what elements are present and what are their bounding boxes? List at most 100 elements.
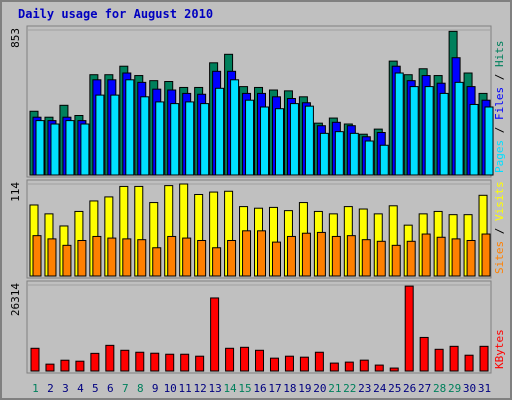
x-tick-label: 7 [122, 382, 129, 395]
legend-item: KBytes [493, 329, 506, 369]
bar [212, 247, 222, 277]
bar [197, 239, 207, 277]
x-tick-label: 10 [164, 382, 177, 395]
x-tick-label: 29 [448, 382, 461, 395]
bar [167, 235, 177, 277]
bar [439, 92, 449, 176]
bar [404, 285, 414, 372]
legend: KBytes [493, 329, 506, 369]
bar [406, 240, 416, 277]
bar [107, 237, 117, 277]
bar [481, 233, 491, 277]
bar [137, 239, 147, 277]
legend-separator: / [493, 67, 506, 87]
legend: Pages / Files / Hits [493, 41, 506, 174]
bar [269, 357, 279, 372]
x-tick-label: 20 [313, 382, 326, 395]
bar [125, 79, 135, 176]
x-tick-label: 13 [208, 382, 221, 395]
bar [165, 353, 175, 372]
bar [60, 359, 70, 372]
bar [349, 132, 359, 176]
x-tick-label: 16 [253, 382, 266, 395]
bar [47, 238, 57, 277]
bar [35, 120, 45, 176]
bar [374, 364, 384, 372]
bar [90, 352, 100, 372]
x-tick-label: 26 [403, 382, 416, 395]
bar [75, 360, 85, 372]
bar [464, 354, 474, 372]
bar [195, 355, 205, 372]
bar [359, 359, 369, 372]
x-tick-label: 8 [137, 382, 144, 395]
x-tick-label: 14 [223, 382, 237, 395]
bar [434, 348, 444, 372]
bar [225, 347, 235, 372]
bar [210, 297, 220, 372]
bar [155, 101, 165, 176]
bar [45, 363, 55, 372]
bar [105, 344, 115, 372]
x-tick-label: 21 [328, 382, 341, 395]
x-tick-label: 31 [478, 382, 491, 395]
x-tick-label: 15 [238, 382, 251, 395]
x-tick-label: 18 [283, 382, 296, 395]
x-tick-label: 24 [373, 382, 387, 395]
bar [180, 353, 190, 372]
bar [334, 131, 344, 176]
bar [299, 356, 309, 372]
bar [227, 239, 237, 277]
bar [344, 361, 354, 372]
legend-item: Sites [493, 241, 506, 274]
bar [30, 347, 40, 372]
x-tick-label: 9 [152, 382, 159, 395]
x-tick-label: 27 [418, 382, 431, 395]
bar [346, 235, 356, 277]
bar [286, 235, 296, 277]
bar [255, 349, 265, 372]
bar [469, 103, 479, 176]
bar [65, 120, 75, 176]
bar [389, 367, 399, 372]
bar [110, 94, 120, 176]
bar [120, 349, 130, 372]
legend-separator: / [493, 120, 506, 140]
bar [170, 103, 180, 176]
bar [424, 86, 434, 176]
x-tick-label: 25 [388, 382, 401, 395]
x-tick-label: 19 [298, 382, 311, 395]
y-tick-label: 114 [9, 182, 22, 202]
bar [50, 123, 60, 176]
legend: Sites / Visits [493, 181, 506, 274]
legend-item: Files [493, 87, 506, 120]
x-tick-label: 30 [463, 382, 476, 395]
bar [230, 79, 240, 176]
x-tick-label: 3 [62, 382, 69, 395]
bar [92, 235, 102, 277]
x-tick-label: 23 [358, 382, 371, 395]
bar [361, 239, 371, 277]
bar [215, 87, 225, 176]
bar [319, 132, 329, 176]
bar [242, 230, 252, 277]
bar [301, 232, 311, 277]
x-tick-label: 6 [107, 382, 114, 395]
bar [331, 235, 341, 277]
bar [394, 72, 404, 176]
x-tick-label: 11 [179, 382, 192, 395]
bar [182, 237, 192, 277]
bar [260, 106, 270, 176]
x-tick-label: 4 [77, 382, 84, 395]
bar [409, 86, 419, 176]
bar [245, 99, 255, 176]
bar [62, 244, 72, 277]
bar [32, 235, 42, 277]
x-tick-label: 12 [194, 382, 207, 395]
legend-item: Hits [493, 41, 506, 68]
bar [479, 345, 489, 372]
bar [316, 231, 326, 277]
